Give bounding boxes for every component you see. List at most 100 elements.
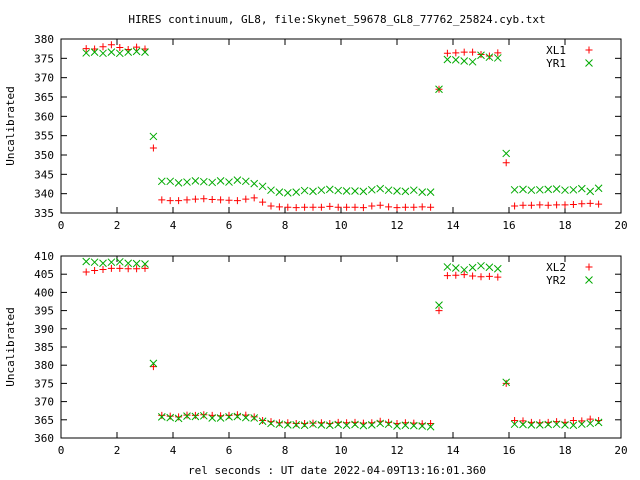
data-point: [342, 421, 351, 430]
x-tick-label: 8: [282, 444, 289, 457]
x-tick-label: 0: [58, 444, 65, 457]
data-point: [292, 188, 301, 196]
data-point: [292, 421, 301, 429]
data-point: [451, 56, 460, 64]
data-point: [351, 187, 359, 195]
x-tick-label: 6: [226, 219, 233, 232]
data-point: [325, 185, 334, 194]
data-point: [502, 149, 511, 158]
data-point: [418, 188, 427, 196]
data-point: [552, 185, 561, 193]
data-point: [376, 201, 384, 209]
y-tick-label: 340: [34, 188, 54, 201]
data-point: [410, 203, 418, 211]
data-point: [343, 203, 351, 211]
data-point: [443, 272, 451, 280]
data-point: [267, 186, 275, 195]
data-point: [275, 188, 284, 196]
data-point: [250, 179, 259, 188]
y-tick-label: 410: [34, 250, 54, 263]
data-point: [116, 264, 124, 272]
x-tick-label: 18: [558, 444, 571, 457]
data-point: [527, 421, 536, 429]
data-point: [241, 413, 250, 422]
data-point: [359, 187, 368, 196]
y-tick-label: 380: [34, 33, 54, 46]
legend-marker: [585, 59, 593, 67]
data-point: [200, 195, 208, 203]
data-point: [183, 412, 191, 421]
x-tick-label: 10: [334, 444, 347, 457]
legend-marker: [585, 276, 593, 284]
chart-title: HIRES continuum, GL8, file:Skynet_59678_…: [128, 13, 545, 26]
y-tick-label: 390: [34, 323, 54, 336]
data-point: [225, 178, 233, 186]
data-point: [535, 421, 544, 429]
data-point: [435, 85, 443, 94]
data-point: [569, 185, 578, 194]
data-point: [225, 413, 233, 421]
data-point: [191, 195, 199, 203]
data-point: [443, 263, 452, 271]
data-point: [99, 259, 107, 268]
data-point: [107, 41, 115, 49]
data-point: [141, 260, 149, 268]
data-point: [544, 420, 553, 429]
data-point: [468, 57, 477, 66]
data-point: [359, 204, 367, 212]
data-point: [485, 263, 494, 272]
data-point: [393, 187, 401, 195]
x-tick-label: 20: [614, 219, 627, 232]
y-tick-label: 385: [34, 341, 54, 354]
data-point: [418, 422, 427, 430]
data-point: [267, 419, 275, 428]
data-point: [309, 187, 317, 196]
data-point: [502, 159, 510, 167]
data-point: [158, 196, 166, 204]
data-point: [267, 202, 275, 210]
data-point: [594, 418, 603, 427]
x-tick-label: 6: [226, 444, 233, 457]
data-point: [544, 201, 552, 209]
legend-label: YR2: [546, 274, 566, 287]
data-point: [519, 420, 527, 429]
data-point: [82, 268, 90, 276]
y-tick-label: 335: [34, 207, 54, 220]
data-point: [451, 264, 460, 272]
data-point: [115, 257, 124, 266]
legend-marker: [585, 263, 593, 271]
data-point: [183, 196, 191, 204]
data-point: [157, 177, 166, 186]
data-point: [519, 185, 527, 194]
data-point: [275, 420, 284, 429]
data-point: [527, 201, 535, 209]
data-point: [469, 48, 477, 56]
data-point: [116, 44, 124, 52]
y-tick-label: 375: [34, 52, 54, 65]
data-point: [376, 184, 385, 193]
data-point: [367, 185, 376, 194]
data-point: [577, 420, 586, 429]
data-point: [477, 273, 485, 281]
data-point: [586, 199, 594, 207]
series-yr2: [82, 257, 603, 431]
y-tick-label: 360: [34, 432, 54, 445]
data-point: [409, 186, 418, 195]
data-point: [577, 184, 586, 193]
data-point: [326, 202, 334, 210]
data-point: [250, 194, 258, 202]
y-tick-label: 355: [34, 130, 54, 143]
x-tick-label: 4: [170, 219, 177, 232]
data-point: [233, 197, 241, 205]
y-tick-label: 360: [34, 110, 54, 123]
data-point: [561, 201, 569, 209]
data-point: [460, 57, 469, 65]
data-point: [586, 187, 595, 196]
data-point: [90, 258, 99, 267]
data-point: [149, 359, 158, 368]
data-point: [485, 272, 493, 280]
data-point: [132, 47, 141, 56]
data-point: [216, 414, 225, 422]
data-point: [208, 178, 217, 187]
data-point: [544, 185, 553, 194]
